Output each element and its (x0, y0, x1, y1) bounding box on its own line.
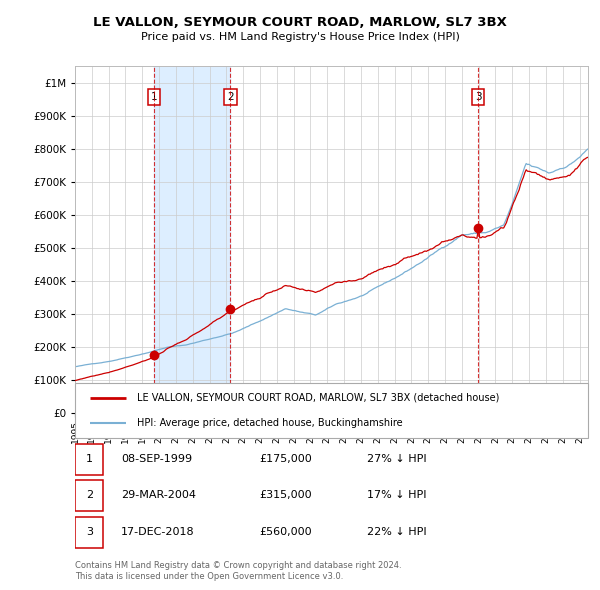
Text: £560,000: £560,000 (260, 527, 313, 537)
FancyBboxPatch shape (75, 383, 588, 438)
Text: 3: 3 (475, 92, 481, 102)
Text: LE VALLON, SEYMOUR COURT ROAD, MARLOW, SL7 3BX: LE VALLON, SEYMOUR COURT ROAD, MARLOW, S… (93, 16, 507, 29)
Text: 27% ↓ HPI: 27% ↓ HPI (367, 454, 427, 464)
Text: 17-DEC-2018: 17-DEC-2018 (121, 527, 195, 537)
Text: 1: 1 (86, 454, 93, 464)
Bar (154, 66, 230, 413)
FancyBboxPatch shape (75, 444, 103, 474)
Text: This data is licensed under the Open Government Licence v3.0.: This data is licensed under the Open Gov… (75, 572, 343, 581)
Text: 2: 2 (86, 490, 93, 500)
Text: 17% ↓ HPI: 17% ↓ HPI (367, 490, 427, 500)
FancyBboxPatch shape (75, 517, 103, 548)
Text: £315,000: £315,000 (260, 490, 313, 500)
Text: 2: 2 (227, 92, 234, 102)
Text: Price paid vs. HM Land Registry's House Price Index (HPI): Price paid vs. HM Land Registry's House … (140, 32, 460, 41)
Text: £175,000: £175,000 (260, 454, 313, 464)
Text: 22% ↓ HPI: 22% ↓ HPI (367, 527, 427, 537)
Text: LE VALLON, SEYMOUR COURT ROAD, MARLOW, SL7 3BX (detached house): LE VALLON, SEYMOUR COURT ROAD, MARLOW, S… (137, 393, 499, 403)
Text: Contains HM Land Registry data © Crown copyright and database right 2024.: Contains HM Land Registry data © Crown c… (75, 560, 401, 569)
Text: 3: 3 (86, 527, 93, 537)
FancyBboxPatch shape (75, 480, 103, 512)
Text: 08-SEP-1999: 08-SEP-1999 (121, 454, 192, 464)
Text: 1: 1 (151, 92, 157, 102)
Text: 29-MAR-2004: 29-MAR-2004 (121, 490, 196, 500)
Text: HPI: Average price, detached house, Buckinghamshire: HPI: Average price, detached house, Buck… (137, 418, 402, 428)
